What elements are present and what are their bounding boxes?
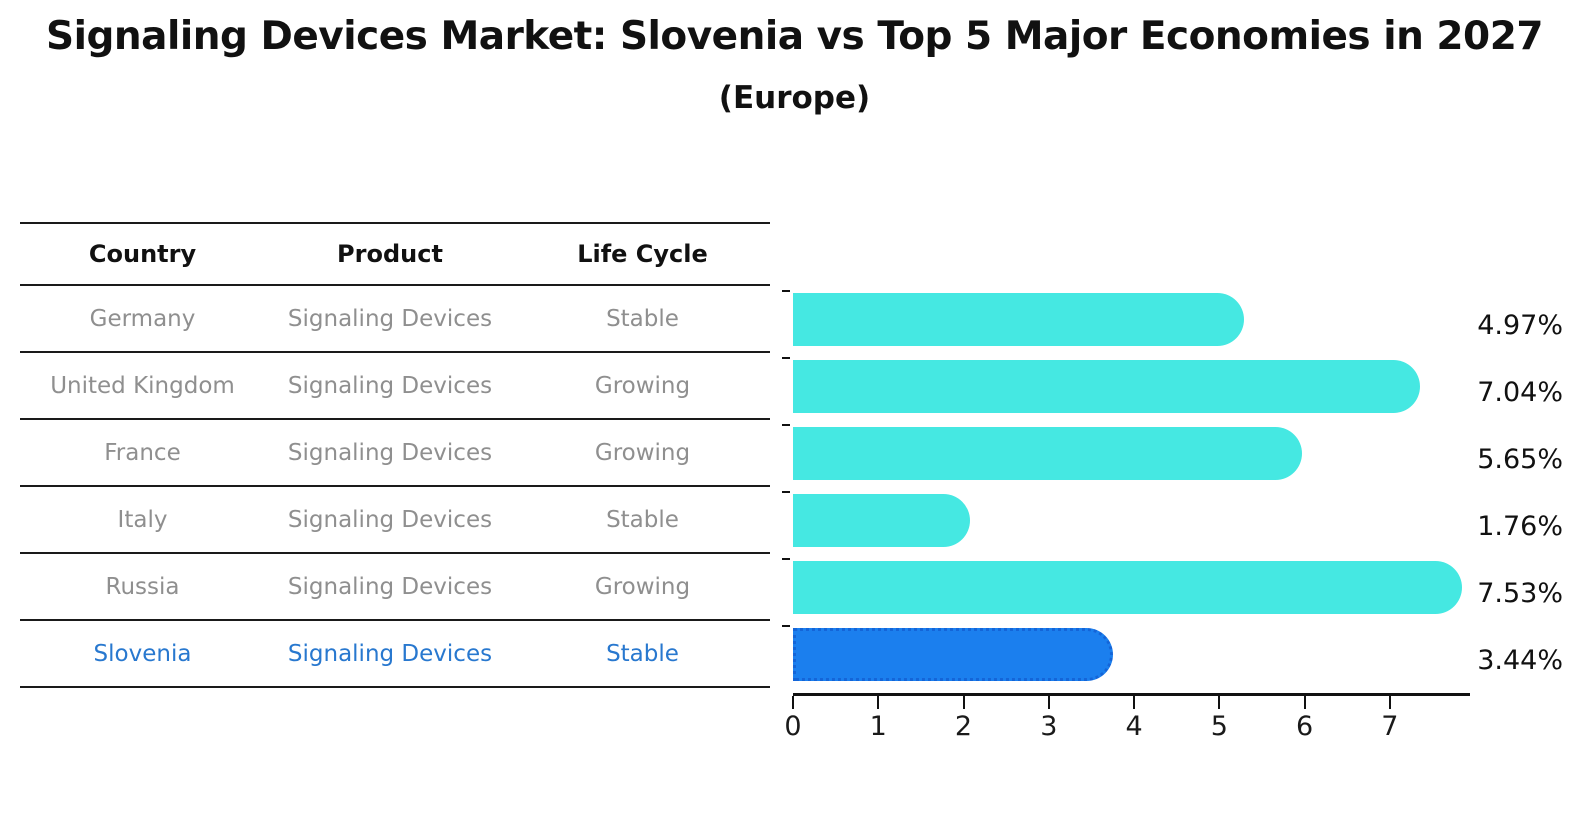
chart-subtitle: (Europe): [718, 80, 871, 116]
country-table: Country Product Life Cycle Germany Signa…: [20, 222, 770, 688]
chart-title: Signaling Devices Market: Slovenia vs To…: [46, 14, 1543, 59]
table-header-life-cycle: Life Cycle: [577, 240, 708, 268]
x-axis-tick-label: 4: [1125, 711, 1143, 742]
x-axis-tick-label: 0: [784, 711, 802, 742]
cell-country: Germany: [89, 305, 196, 332]
y-axis-tick: [782, 357, 790, 359]
cell-product: Signaling Devices: [287, 439, 493, 466]
cell-country: France: [104, 439, 181, 466]
bar-value-label: 7.04%: [1477, 377, 1563, 408]
table-row: Italy Signaling Devices Stable: [20, 487, 770, 554]
bar-value-label: 1.76%: [1477, 511, 1563, 542]
table-header-country: Country: [88, 240, 197, 268]
bar-value-label: 3.44%: [1477, 645, 1563, 676]
cell-product: Signaling Devices: [287, 640, 493, 667]
x-axis-tick: [877, 696, 880, 709]
cell-product: Signaling Devices: [287, 506, 493, 533]
x-axis-tick: [1218, 696, 1221, 709]
bar-area: [782, 286, 1470, 688]
cell-country: Slovenia: [93, 640, 192, 667]
table-row: Germany Signaling Devices Stable: [20, 286, 770, 353]
x-axis-tick: [1133, 696, 1136, 709]
bar-slot: [782, 286, 1470, 353]
bar-slot: [782, 353, 1470, 420]
cell-life-cycle: Growing: [594, 372, 691, 399]
table-row: United Kingdom Signaling Devices Growing: [20, 353, 770, 420]
table-header-row: Country Product Life Cycle: [20, 222, 770, 286]
x-axis-tick: [962, 696, 965, 709]
bar-slot: [782, 554, 1470, 621]
cell-life-cycle: Stable: [606, 640, 679, 667]
y-axis-tick: [782, 424, 790, 426]
bar-value-label: 5.65%: [1477, 444, 1563, 475]
bar-united-kingdom: [793, 360, 1421, 413]
x-axis-tick: [792, 696, 794, 709]
y-axis-tick: [782, 558, 790, 560]
x-axis-ticks: 0 1 2 3 4 5 6 7: [784, 693, 1470, 753]
bar-value-label: 7.53%: [1477, 578, 1563, 609]
cell-country: Russia: [105, 573, 180, 600]
cell-country: Italy: [117, 506, 168, 533]
x-axis-tick-label: 7: [1381, 711, 1399, 742]
bar-value-labels: 4.97% 7.04% 5.65% 1.76% 7.53% 3.44%: [1455, 292, 1563, 694]
x-axis-tick-label: 5: [1210, 711, 1228, 742]
y-axis-tick: [782, 625, 790, 627]
bar-slot: [782, 487, 1470, 554]
cell-life-cycle: Stable: [606, 305, 679, 332]
cell-product: Signaling Devices: [287, 372, 493, 399]
table-header-product: Product: [337, 240, 443, 268]
table-row: France Signaling Devices Growing: [20, 420, 770, 487]
bar-slot: [782, 621, 1470, 688]
y-axis-tick: [782, 290, 790, 292]
bar-value-label: 4.97%: [1477, 310, 1563, 341]
x-axis-tick-label: 6: [1295, 711, 1314, 742]
bar-russia: [793, 561, 1463, 614]
table-row: Russia Signaling Devices Growing: [20, 554, 770, 621]
table-row: Slovenia Signaling Devices Stable: [20, 621, 770, 688]
x-axis-tick: [1388, 696, 1391, 709]
x-axis-tick-label: 1: [869, 711, 887, 742]
bar-germany: [793, 293, 1244, 346]
x-axis-tick: [1303, 696, 1306, 709]
cell-life-cycle: Stable: [606, 506, 679, 533]
table-body: Germany Signaling Devices Stable United …: [20, 286, 770, 688]
cell-life-cycle: Growing: [594, 573, 691, 600]
cell-country: United Kingdom: [50, 372, 235, 399]
cell-product: Signaling Devices: [287, 305, 493, 332]
x-axis-tick: [1047, 696, 1050, 709]
bar-slovenia: [793, 628, 1114, 681]
bar-slot: [782, 420, 1470, 487]
bar-france: [793, 427, 1302, 480]
bar-italy: [793, 494, 971, 547]
x-axis-tick-label: 2: [954, 711, 973, 742]
cell-product: Signaling Devices: [287, 573, 493, 600]
y-axis-tick: [782, 491, 790, 493]
cell-life-cycle: Growing: [594, 439, 691, 466]
x-axis-line: [793, 693, 1470, 696]
x-axis-tick-label: 3: [1040, 711, 1058, 742]
